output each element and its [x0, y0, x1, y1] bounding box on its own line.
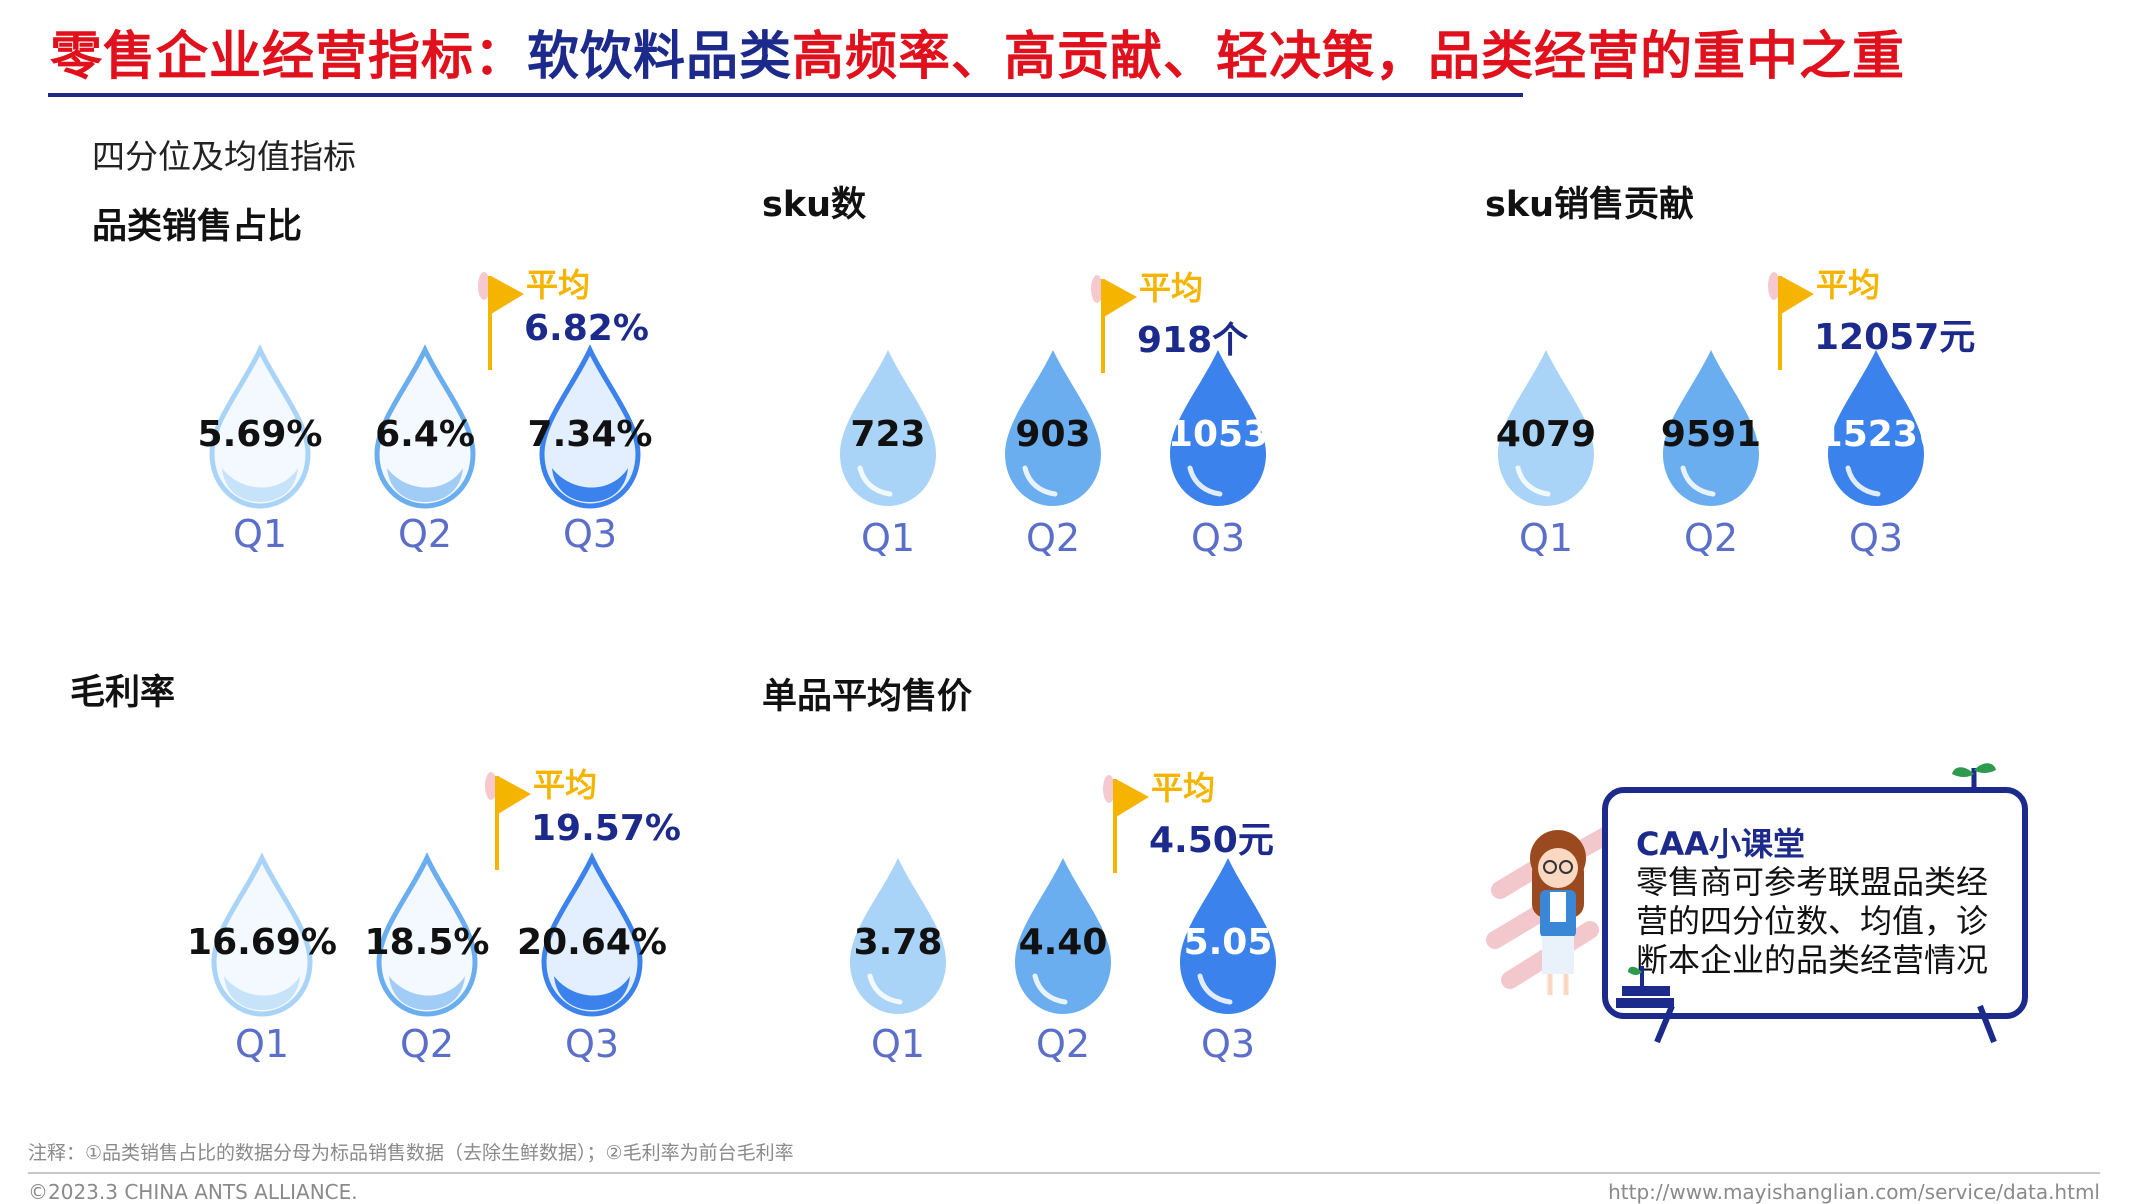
- quartile-label: Q1: [232, 512, 288, 556]
- quartile-value: 9591: [1660, 414, 1762, 455]
- average-label: 平均: [1816, 266, 1881, 304]
- title-part-1: 零售企业经营指标：: [50, 27, 528, 87]
- water-drop-icon: [1005, 350, 1101, 506]
- quartile-label: Q1: [870, 1022, 926, 1066]
- average-label: 平均: [533, 766, 598, 804]
- average-value: 12057元: [1814, 317, 1976, 358]
- quartile-value: 1523(: [1817, 414, 1935, 455]
- board-decoration-icon: [1616, 763, 1997, 1044]
- average-flag-icon: [485, 772, 531, 870]
- quartile-label: Q2: [1683, 516, 1739, 560]
- quartile-value: 4079: [1495, 414, 1597, 455]
- quartile-label: Q3: [1848, 516, 1904, 560]
- average-flag-icon: [1103, 775, 1149, 873]
- water-drop-icon: [209, 344, 311, 509]
- water-drop-icon: [1663, 350, 1759, 506]
- page-title: 零售企业经营指标：软饮料品类高频率、高贡献、轻决策，品类经营的重中之重: [50, 22, 1905, 92]
- average-label: 平均: [526, 266, 591, 304]
- water-drop-icon: [1828, 350, 1924, 506]
- water-drop-icon: [541, 852, 643, 1017]
- quartile-label: Q3: [1200, 1022, 1256, 1066]
- quartile-label: Q2: [1025, 516, 1081, 560]
- chart-title: sku销售贡献: [1485, 185, 1695, 225]
- chart-title: 品类销售占比: [92, 207, 303, 247]
- chart-title: 毛利率: [70, 673, 176, 713]
- average-value: 19.57%: [531, 808, 681, 849]
- average-flag-icon: [1091, 275, 1137, 373]
- quartile-label: Q1: [234, 1022, 290, 1066]
- subheading: 四分位及均值指标: [92, 137, 356, 176]
- quartile-label: Q3: [1190, 516, 1246, 560]
- quartile-value: 16.69%: [187, 922, 337, 963]
- title-part-2: 软饮料品类: [527, 27, 793, 87]
- quartile-label: Q1: [1518, 516, 1574, 560]
- average-value: 918个: [1137, 320, 1249, 361]
- caa-text: 零售商可参考联盟品类经营的四分位数、均值，诊断本企业的品类经营情况: [1636, 863, 1989, 979]
- quartile-value: 18.5%: [364, 922, 490, 963]
- average-value: 6.82%: [524, 308, 649, 349]
- average-label: 平均: [1139, 269, 1204, 307]
- quartile-value: 6.4%: [375, 414, 475, 455]
- footer-divider: [28, 1172, 2100, 1174]
- copyright: ©2023.3 CHINA ANTS ALLIANCE.: [28, 1180, 358, 1204]
- chart-title: 单品平均售价: [762, 677, 973, 717]
- quartile-value: 5.69%: [197, 414, 323, 455]
- quartile-label: Q3: [562, 512, 618, 556]
- water-drop-icon: [1498, 350, 1594, 506]
- quartile-label: Q2: [1035, 1022, 1091, 1066]
- average-flag-icon: [478, 272, 524, 370]
- quartile-label: Q2: [399, 1022, 455, 1066]
- chart-title: sku数: [762, 185, 867, 225]
- average-flag-icon: [1768, 272, 1814, 370]
- quartile-value: 5.05: [1183, 922, 1273, 963]
- water-drop-icon: [211, 852, 313, 1017]
- water-drop-icon: [1180, 858, 1276, 1014]
- water-drop-icon: [1015, 858, 1111, 1014]
- water-drop-icon: [840, 350, 936, 506]
- quartile-label: Q3: [564, 1022, 620, 1066]
- water-drop-icon: [1170, 350, 1266, 506]
- water-drop-icon: [539, 344, 641, 509]
- average-value: 4.50元: [1149, 820, 1274, 861]
- average-label: 平均: [1151, 769, 1216, 807]
- teacher-illustration: [1486, 816, 1634, 995]
- caa-title: CAA小课堂: [1636, 825, 1806, 863]
- quartile-label: Q2: [397, 512, 453, 556]
- caa-classroom-box: CAA小课堂 零售商可参考联盟品类经营的四分位数、均值，诊断本企业的品类经营情况: [1602, 787, 2028, 1019]
- quartile-value: 723: [850, 414, 926, 455]
- quartile-value: 20.64%: [517, 922, 667, 963]
- quartile-value: 7.34%: [527, 414, 653, 455]
- title-part-3: 高频率、高贡献、轻决策，品类经营的重中之重: [792, 27, 1906, 87]
- quartile-label: Q1: [860, 516, 916, 560]
- footnote: 注释：①品类销售占比的数据分母为标品销售数据（去除生鲜数据）；②毛利率为前台毛利…: [28, 1142, 794, 1164]
- quartile-value: 3.78: [853, 922, 943, 963]
- water-drop-icon: [376, 852, 478, 1017]
- quartile-value: 4.40: [1018, 922, 1108, 963]
- quartile-value: 1053: [1167, 414, 1269, 455]
- water-drop-icon: [374, 344, 476, 509]
- source-url: http://www.mayishanglian.com/service/dat…: [1608, 1180, 2100, 1204]
- water-drop-icon: [850, 858, 946, 1014]
- quartile-value: 903: [1015, 414, 1091, 455]
- title-divider: [48, 93, 1523, 97]
